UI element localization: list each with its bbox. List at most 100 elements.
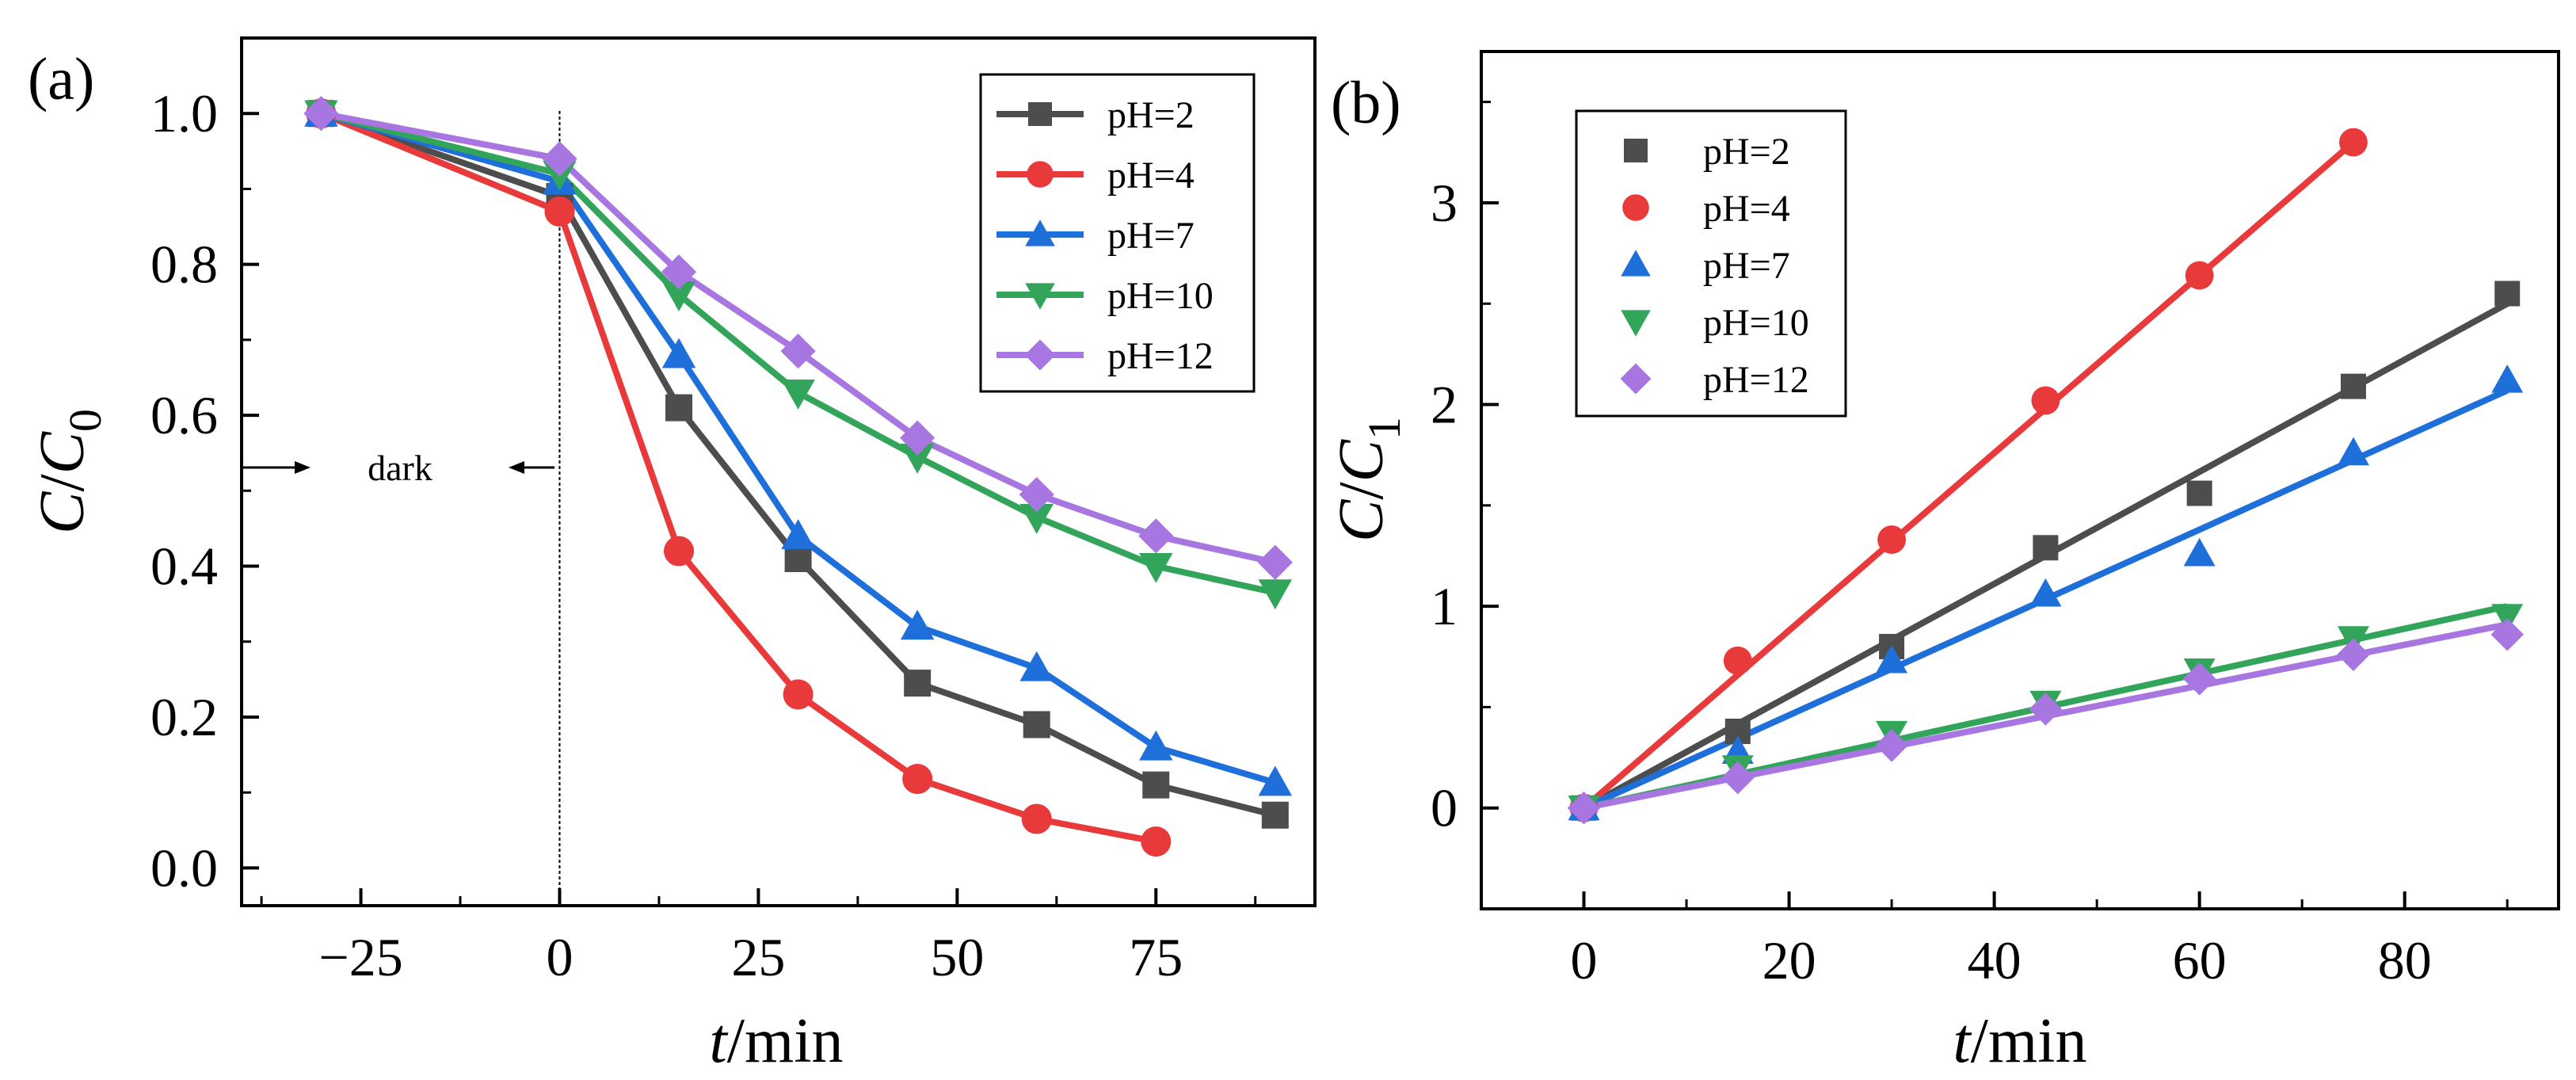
legend-label-ph-10: pH=10 xyxy=(1107,275,1214,317)
data-point-ph-7 xyxy=(1876,644,1908,674)
data-point-ph-2 xyxy=(904,670,932,697)
data-point-ph-12 xyxy=(661,254,697,290)
y-tick-label: 2 xyxy=(1431,375,1458,435)
legend-label-ph-7: pH=7 xyxy=(1107,215,1195,257)
data-point-ph-4 xyxy=(1877,525,1907,555)
x-tick-label: 40 xyxy=(1968,930,2022,990)
x-tick-label: 20 xyxy=(1762,930,1816,990)
data-point-ph-7 xyxy=(1139,730,1173,761)
x-tick-label: 80 xyxy=(2378,930,2432,990)
data-point-ph-4 xyxy=(2339,128,2368,157)
data-point-ph-12 xyxy=(1721,761,1755,795)
x-tick-label: −25 xyxy=(318,927,402,987)
x-tick-label: 0 xyxy=(546,927,573,987)
data-point-ph-10 xyxy=(781,379,815,410)
legend-marker-ph-12 xyxy=(1620,363,1652,395)
data-point-ph-7 xyxy=(1019,651,1054,681)
legend-marker-ph-7 xyxy=(1621,250,1651,277)
data-point-ph-12 xyxy=(1257,544,1293,580)
panel-a-series xyxy=(303,96,1293,857)
panel-a-chart: (a) −25 0 25 50 75 0.0 0.2 0.4 0.6 0.8 1.0 dark pH… xyxy=(28,36,1317,1076)
legend-marker-ph-4 xyxy=(1027,161,1054,188)
panel-a-axes: −25 0 25 50 75 0.0 0.2 0.4 0.6 0.8 1.0 xyxy=(151,36,1257,987)
data-point-ph-4 xyxy=(544,196,575,227)
data-point-ph-2 xyxy=(665,394,693,422)
data-point-ph-7 xyxy=(900,609,935,640)
legend-label-ph-4: pH=4 xyxy=(1107,155,1195,197)
legend-label-ph-4: pH=4 xyxy=(1703,188,1790,230)
legend-marker-ph-12 xyxy=(1024,339,1056,371)
data-point-ph-12 xyxy=(2490,617,2525,651)
dark-arrow-left-head xyxy=(295,461,311,474)
y-tick-label: 0 xyxy=(1431,778,1458,838)
series-line-ph-2 xyxy=(320,110,1276,819)
data-point-ph-12 xyxy=(542,141,577,177)
data-point-ph-12 xyxy=(2029,693,2063,726)
x-tick-label: 50 xyxy=(930,927,984,987)
data-point-ph-2 xyxy=(2340,373,2366,399)
legend-label-ph-2: pH=2 xyxy=(1107,94,1195,136)
data-point-ph-2 xyxy=(784,545,812,572)
data-point-ph-12 xyxy=(2337,638,2370,672)
data-point-ph-7 xyxy=(661,338,696,368)
legend-label-ph-10: pH=10 xyxy=(1703,302,1809,344)
y-tick-label: 1.0 xyxy=(151,83,218,143)
data-point-ph-7 xyxy=(2491,364,2524,393)
data-point-ph-12 xyxy=(1138,518,1174,554)
x-tick-label: 25 xyxy=(731,927,785,987)
x-tick-label: 60 xyxy=(2173,930,2227,990)
data-point-ph-12 xyxy=(1567,791,1601,825)
panel-b-y-axis-title: C/C1 xyxy=(1327,417,1410,542)
data-point-ph-4 xyxy=(2185,261,2214,290)
panel-b-series xyxy=(1567,128,2525,825)
panel-b-chart: (b) 0 20 40 60 80 0 1 2 3 pH=2 pH=4 pH=7 pH=10 pH=12… xyxy=(1327,50,2560,1076)
data-point-ph-7 xyxy=(2183,537,2216,567)
data-point-ph-10 xyxy=(1139,552,1173,583)
dark-arrow-right-head xyxy=(509,461,524,474)
x-tick-label: 75 xyxy=(1129,927,1183,987)
legend-box xyxy=(1575,109,1847,418)
series-line-ph-12 xyxy=(320,110,1276,566)
panel-b-label: (b) xyxy=(1331,70,1401,136)
data-point-ph-4 xyxy=(902,763,933,795)
series-line-ph-7 xyxy=(320,110,1276,786)
panel-a-label: (a) xyxy=(28,46,94,113)
legend-marker-ph-4 xyxy=(1622,194,1649,221)
data-point-ph-7 xyxy=(2337,437,2369,466)
data-point-ph-12 xyxy=(2182,662,2216,696)
panel-a-x-axis-title: t/min xyxy=(710,1006,844,1076)
panel-b-axes: 0 20 40 60 80 0 1 2 3 xyxy=(1431,101,2509,990)
y-tick-label: 0.0 xyxy=(151,838,218,898)
panel-b-frame xyxy=(1480,50,2560,910)
data-point-ph-4 xyxy=(783,679,814,710)
legend-label-ph-7: pH=7 xyxy=(1703,245,1790,287)
panel-a-legend: pH=2 pH=4 pH=7 pH=10 pH=12 xyxy=(979,73,1256,393)
data-point-ph-12 xyxy=(900,420,936,456)
panel-a-dark-annotation: dark xyxy=(243,111,561,906)
data-point-ph-4 xyxy=(2031,386,2060,415)
data-point-ph-4 xyxy=(1021,803,1052,834)
data-point-ph-10 xyxy=(1019,504,1054,534)
y-tick-label: 0.2 xyxy=(151,687,218,747)
y-tick-label: 3 xyxy=(1431,173,1458,233)
data-point-ph-12 xyxy=(1875,728,1908,762)
legend-label-ph-12: pH=12 xyxy=(1703,359,1809,401)
legend-marker-ph-10 xyxy=(1621,310,1651,337)
data-point-ph-2 xyxy=(2033,535,2059,561)
fit-line-ph-4 xyxy=(1581,139,2356,811)
data-point-ph-10 xyxy=(1258,579,1293,610)
data-point-ph-2 xyxy=(2494,280,2521,307)
y-tick-label: 0.8 xyxy=(151,235,218,295)
data-point-ph-7 xyxy=(781,519,815,550)
data-point-ph-10 xyxy=(900,443,935,474)
data-point-ph-12 xyxy=(780,334,816,369)
legend-marker-ph-7 xyxy=(1025,219,1055,246)
data-point-ph-10 xyxy=(661,281,696,311)
legend-label-ph-12: pH=12 xyxy=(1107,335,1214,377)
panel-b-x-axis-title: t/min xyxy=(1953,1006,2087,1076)
data-point-ph-2 xyxy=(1142,771,1170,799)
data-point-ph-4 xyxy=(1723,646,1752,675)
data-point-ph-12 xyxy=(1019,476,1054,513)
dark-label: dark xyxy=(368,448,433,488)
